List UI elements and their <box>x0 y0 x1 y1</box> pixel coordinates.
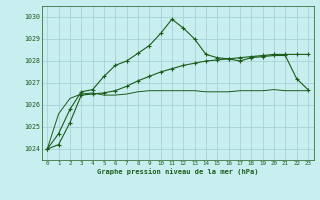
X-axis label: Graphe pression niveau de la mer (hPa): Graphe pression niveau de la mer (hPa) <box>97 168 258 175</box>
